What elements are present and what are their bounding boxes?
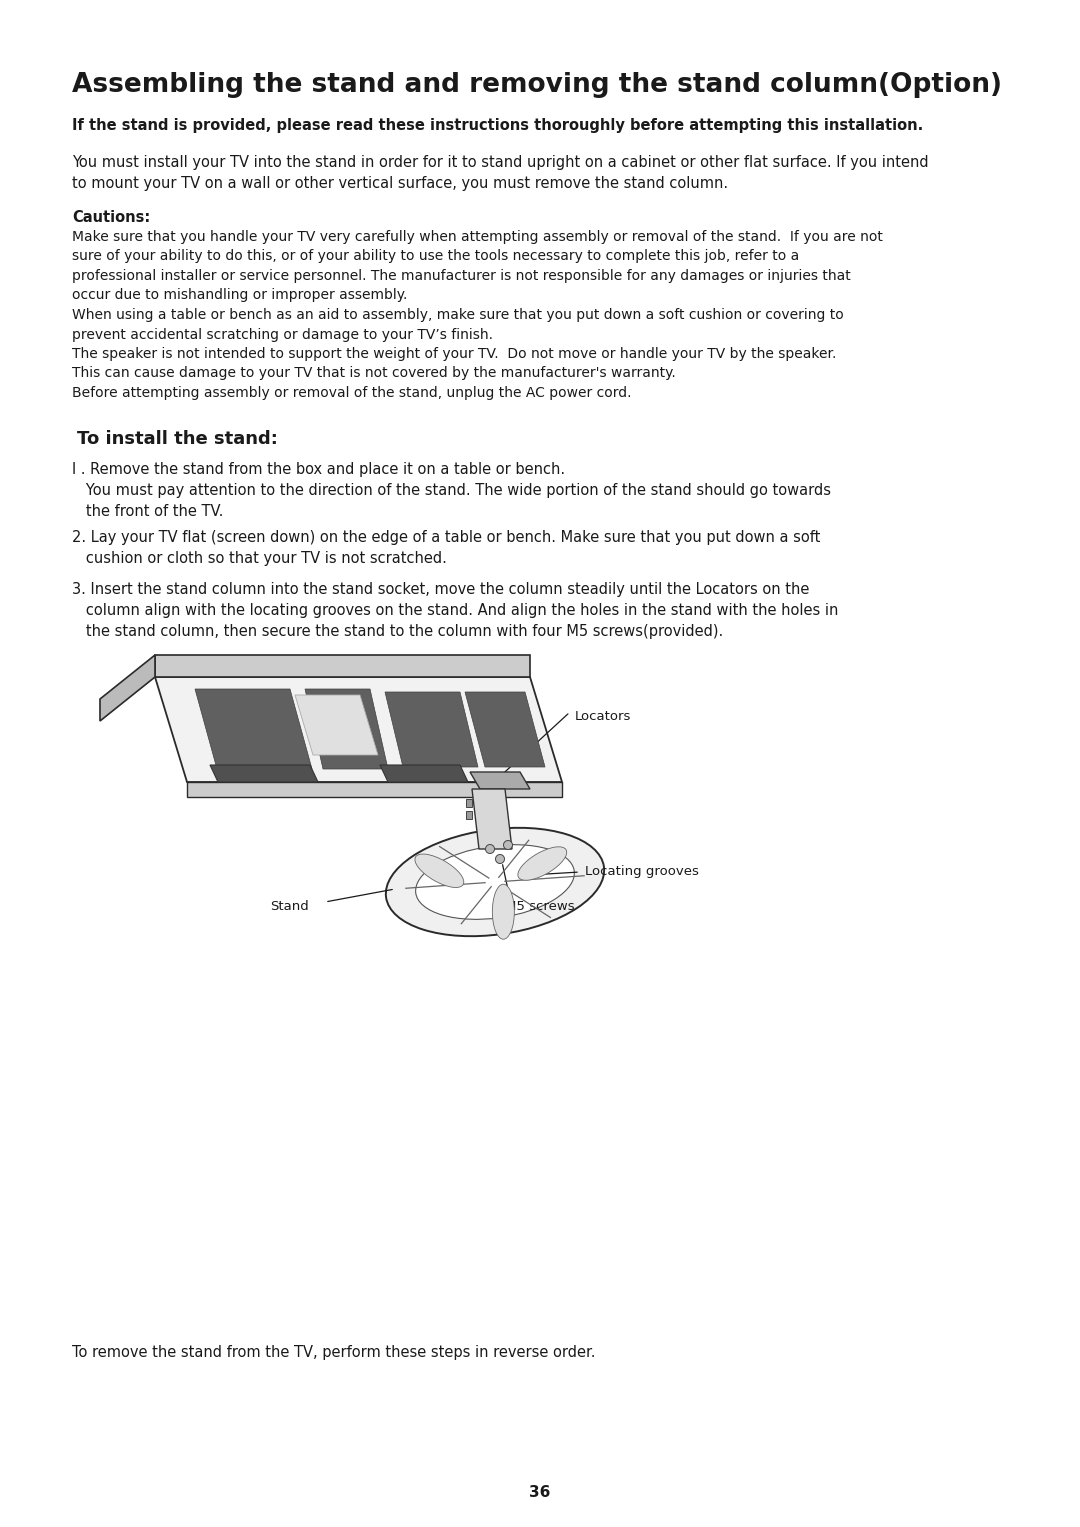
Ellipse shape [415, 854, 463, 887]
Ellipse shape [492, 884, 514, 939]
Ellipse shape [386, 828, 604, 936]
Polygon shape [187, 782, 562, 797]
Ellipse shape [517, 847, 567, 880]
Text: Assembling the stand and removing the stand column(Option): Assembling the stand and removing the st… [72, 72, 1002, 98]
Polygon shape [465, 811, 472, 818]
Circle shape [496, 855, 504, 863]
Polygon shape [380, 765, 468, 782]
Polygon shape [210, 765, 318, 782]
Text: Stand: Stand [270, 901, 309, 913]
Polygon shape [384, 692, 478, 767]
Text: the front of the TV.: the front of the TV. [72, 504, 224, 519]
Polygon shape [305, 689, 388, 770]
Text: 2. Lay your TV flat (screen down) on the edge of a table or bench. Make sure tha: 2. Lay your TV flat (screen down) on the… [72, 530, 821, 545]
Text: cushion or cloth so that your TV is not scratched.: cushion or cloth so that your TV is not … [72, 551, 447, 567]
Polygon shape [156, 676, 562, 782]
Ellipse shape [416, 844, 575, 919]
Text: Cautions:: Cautions: [72, 211, 150, 224]
Circle shape [503, 840, 513, 849]
Text: prevent accidental scratching or damage to your TV’s finish.: prevent accidental scratching or damage … [72, 327, 492, 342]
Polygon shape [470, 773, 530, 789]
Text: The speaker is not intended to support the weight of your TV.  Do not move or ha: The speaker is not intended to support t… [72, 347, 836, 360]
Text: Locators: Locators [575, 710, 632, 724]
Text: 3. Insert the stand column into the stand socket, move the column steadily until: 3. Insert the stand column into the stan… [72, 582, 809, 597]
Text: column align with the locating grooves on the stand. And align the holes in the : column align with the locating grooves o… [72, 603, 838, 618]
Text: Make sure that you handle your TV very carefully when attempting assembly or rem: Make sure that you handle your TV very c… [72, 231, 882, 244]
Polygon shape [195, 689, 312, 770]
Polygon shape [100, 655, 156, 721]
Circle shape [486, 844, 495, 854]
Text: Locating grooves: Locating grooves [585, 866, 699, 878]
Polygon shape [156, 655, 530, 676]
Polygon shape [472, 789, 512, 849]
Text: the stand column, then secure the stand to the column with four M5 screws(provid: the stand column, then secure the stand … [72, 625, 724, 638]
Text: You must pay attention to the direction of the stand. The wide portion of the st: You must pay attention to the direction … [72, 483, 831, 498]
Text: Before attempting assembly or removal of the stand, unplug the AC power cord.: Before attempting assembly or removal of… [72, 386, 632, 400]
Polygon shape [465, 799, 472, 806]
Text: occur due to mishandling or improper assembly.: occur due to mishandling or improper ass… [72, 289, 407, 302]
Text: 36: 36 [529, 1484, 551, 1500]
Text: To install the stand:: To install the stand: [77, 431, 278, 447]
Text: M5 screws: M5 screws [505, 901, 575, 913]
Text: This can cause damage to your TV that is not covered by the manufacturer's warra: This can cause damage to your TV that is… [72, 366, 676, 380]
Text: l . Remove the stand from the box and place it on a table or bench.: l . Remove the stand from the box and pl… [72, 463, 565, 476]
Text: To remove the stand from the TV, perform these steps in reverse order.: To remove the stand from the TV, perform… [72, 1345, 595, 1361]
Text: You must install your TV into the stand in order for it to stand upright on a ca: You must install your TV into the stand … [72, 156, 929, 169]
Text: When using a table or bench as an aid to assembly, make sure that you put down a: When using a table or bench as an aid to… [72, 308, 843, 322]
Polygon shape [295, 695, 378, 754]
Polygon shape [465, 692, 545, 767]
Text: professional installer or service personnel. The manufacturer is not responsible: professional installer or service person… [72, 269, 851, 282]
Text: If the stand is provided, please read these instructions thoroughly before attem: If the stand is provided, please read th… [72, 118, 923, 133]
Text: to mount your TV on a wall or other vertical surface, you must remove the stand : to mount your TV on a wall or other vert… [72, 176, 728, 191]
Text: sure of your ability to do this, or of your ability to use the tools necessary t: sure of your ability to do this, or of y… [72, 249, 799, 264]
